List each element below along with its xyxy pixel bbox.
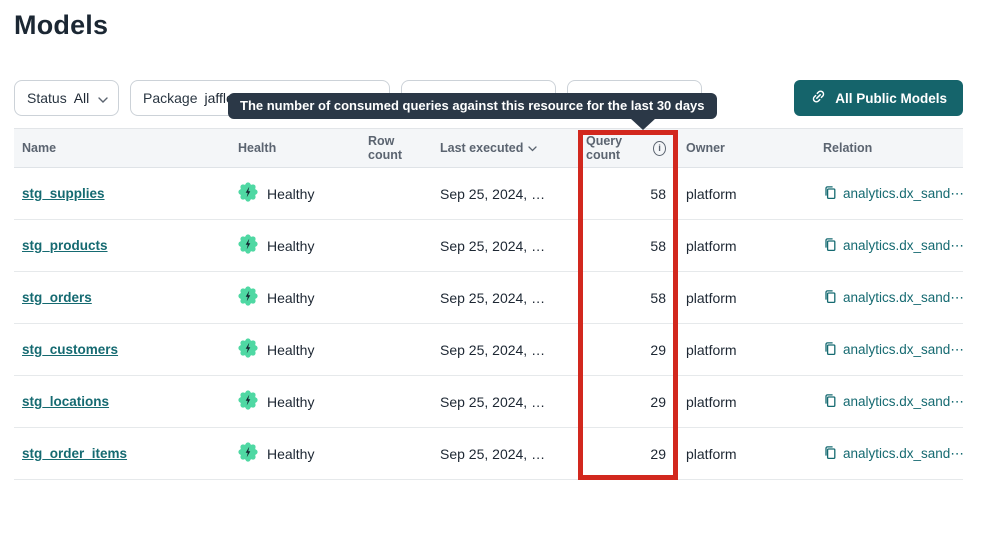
healthy-badge-icon (238, 390, 258, 413)
relation-link[interactable]: analytics.dx_sand⋯ (823, 289, 964, 307)
link-icon (810, 88, 827, 108)
model-name-link[interactable]: stg_order_items (22, 446, 128, 461)
relation-link[interactable]: analytics.dx_sand⋯ (823, 393, 964, 411)
table-row: stg_supplies Healthy Sep 25, 2024, … 58 … (14, 168, 964, 220)
column-header-name[interactable]: Name (22, 141, 57, 155)
query-count-cell: 29 (650, 445, 666, 462)
chevron-down-icon (98, 90, 108, 106)
owner-cell: platform (686, 289, 737, 306)
all-public-models-label: All Public Models (835, 90, 947, 106)
pages-icon (823, 185, 837, 203)
healthy-badge-icon (238, 442, 258, 465)
pages-icon (823, 393, 837, 411)
table-header-row: Name Health Row count Last executed Quer… (14, 128, 963, 168)
model-name-link[interactable]: stg_products (22, 238, 108, 253)
last-executed-cell: Sep 25, 2024, … (440, 185, 546, 202)
owner-cell: platform (686, 185, 737, 202)
query-count-cell: 58 (650, 289, 666, 306)
last-executed-cell: Sep 25, 2024, … (440, 237, 546, 254)
model-name-link[interactable]: stg_orders (22, 290, 92, 305)
column-header-row-count[interactable]: Row count (368, 134, 403, 162)
query-count-cell: 58 (650, 185, 666, 202)
info-icon[interactable]: i (653, 140, 666, 156)
model-name-link[interactable]: stg_customers (22, 342, 119, 357)
tooltip-caret (630, 118, 656, 130)
relation-link[interactable]: analytics.dx_sand⋯ (823, 237, 964, 255)
owner-cell: platform (686, 237, 737, 254)
table-row: stg_customers Healthy Sep 25, 2024, … 29… (14, 324, 964, 376)
models-table: Name Health Row count Last executed Quer… (14, 128, 964, 480)
query-count-cell: 29 (650, 341, 666, 358)
health-status-label: Healthy (267, 237, 315, 254)
owner-cell: platform (686, 445, 737, 462)
sort-chevron-icon (528, 141, 538, 155)
last-executed-cell: Sep 25, 2024, … (440, 445, 546, 462)
pages-icon (823, 289, 837, 307)
owner-cell: platform (686, 341, 737, 358)
column-header-owner[interactable]: Owner (686, 141, 725, 155)
column-header-health[interactable]: Health (238, 141, 277, 155)
relation-link[interactable]: analytics.dx_sand⋯ (823, 445, 964, 463)
pages-icon (823, 445, 837, 463)
healthy-badge-icon (238, 182, 258, 205)
query-count-cell: 58 (650, 237, 666, 254)
query-count-tooltip: The number of consumed queries against t… (228, 93, 717, 130)
healthy-badge-icon (238, 338, 258, 361)
column-header-last-executed[interactable]: Last executed (432, 141, 578, 155)
model-name-link[interactable]: stg_locations (22, 394, 110, 409)
last-executed-cell: Sep 25, 2024, … (440, 289, 546, 306)
status-filter-label: Status (27, 90, 67, 106)
status-filter-dropdown[interactable]: Status All (14, 80, 119, 116)
owner-cell: platform (686, 393, 737, 410)
all-public-models-button[interactable]: All Public Models (794, 80, 963, 116)
page-title: Models (14, 10, 109, 40)
model-name-link[interactable]: stg_supplies (22, 186, 105, 201)
table-row: stg_order_items Healthy Sep 25, 2024, … … (14, 428, 964, 480)
status-filter-value: All (73, 90, 90, 106)
health-status-label: Healthy (267, 341, 315, 358)
pages-icon (823, 341, 837, 359)
column-header-relation[interactable]: Relation (823, 141, 873, 155)
package-filter-label: Package (143, 90, 198, 106)
relation-link[interactable]: analytics.dx_sand⋯ (823, 185, 964, 203)
health-status-label: Healthy (267, 185, 315, 202)
last-executed-cell: Sep 25, 2024, … (440, 393, 546, 410)
column-header-query-count[interactable]: Query count i (578, 134, 678, 162)
healthy-badge-icon (238, 286, 258, 309)
relation-link[interactable]: analytics.dx_sand⋯ (823, 341, 964, 359)
health-status-label: Healthy (267, 445, 315, 462)
query-count-cell: 29 (650, 393, 666, 410)
table-row: stg_products Healthy Sep 25, 2024, … 58 … (14, 220, 964, 272)
table-row: stg_locations Healthy Sep 25, 2024, … 29… (14, 376, 964, 428)
last-executed-cell: Sep 25, 2024, … (440, 341, 546, 358)
pages-icon (823, 237, 837, 255)
health-status-label: Healthy (267, 393, 315, 410)
table-row: stg_orders Healthy Sep 25, 2024, … 58 pl… (14, 272, 964, 324)
health-status-label: Healthy (267, 289, 315, 306)
healthy-badge-icon (238, 234, 258, 257)
